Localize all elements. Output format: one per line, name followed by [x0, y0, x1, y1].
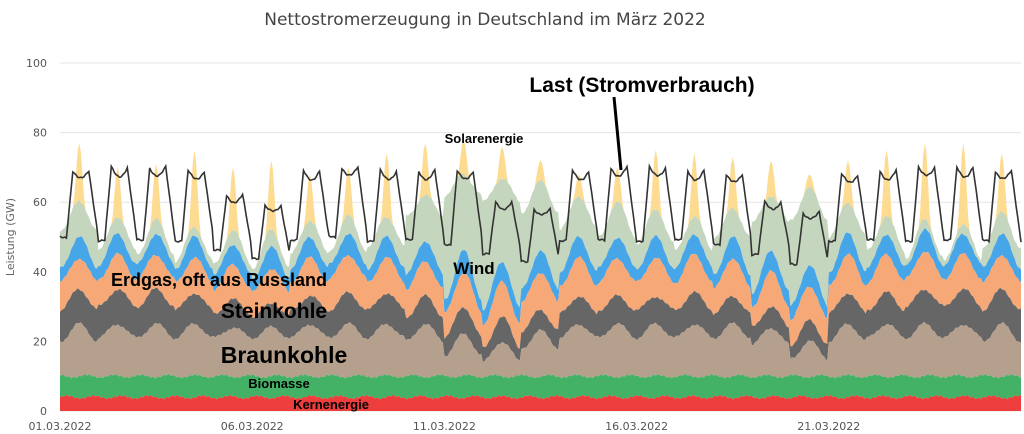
y-tick-label: 60 [33, 196, 47, 209]
area-braunkohle [60, 322, 1021, 379]
annotation-last: Last (Stromverbrauch) [529, 74, 754, 97]
area-steinkohle [60, 287, 1021, 362]
annotation-biomasse: Biomasse [248, 376, 309, 391]
y-tick-label: 0 [40, 405, 47, 418]
annotation-last-pointer [612, 96, 623, 171]
area-biomasse [60, 374, 1021, 400]
line-last [59, 163, 1022, 267]
x-axis-ticks: 01.03.2022 06.03.2022 11.03.2022 16.03.2022… [29, 420, 861, 433]
y-tick-label: 20 [33, 335, 47, 348]
stacked-areas [59, 139, 1022, 411]
area-erdgas [60, 251, 1021, 349]
x-tick-label: 11.03.2022 [413, 420, 476, 433]
annotation-solar: Solarenergie [445, 131, 524, 146]
area-solarenergie [60, 139, 1021, 270]
annotation-steinkohle: Steinkohle [221, 300, 327, 323]
x-tick-label: 01.03.2022 [29, 420, 92, 433]
y-tick-label: 100 [26, 57, 47, 70]
y-axis-label: Leistung (GW) [4, 198, 17, 276]
y-axis-ticks: 0 20 40 60 80 100 [26, 57, 47, 418]
annotation-wind: Wind [453, 259, 494, 278]
annotation-kernenergie: Kernenergie [293, 397, 369, 412]
y-tick-label: 40 [33, 266, 47, 279]
x-tick-label: 06.03.2022 [221, 420, 284, 433]
x-tick-label: 16.03.2022 [605, 420, 668, 433]
y-tick-label: 80 [33, 127, 47, 140]
annotation-erdgas: Erdgas, oft aus Russland [111, 270, 327, 290]
area-wind [60, 173, 1021, 311]
annotation-braunkohle: Braunkohle [221, 342, 348, 368]
x-tick-label: 21.03.2022 [797, 420, 860, 433]
chart-title: Nettostromerzeugung in Deutschland im Mä… [264, 10, 705, 30]
area-kernenergie [60, 394, 1021, 411]
area-wasserkraft [60, 228, 1021, 326]
